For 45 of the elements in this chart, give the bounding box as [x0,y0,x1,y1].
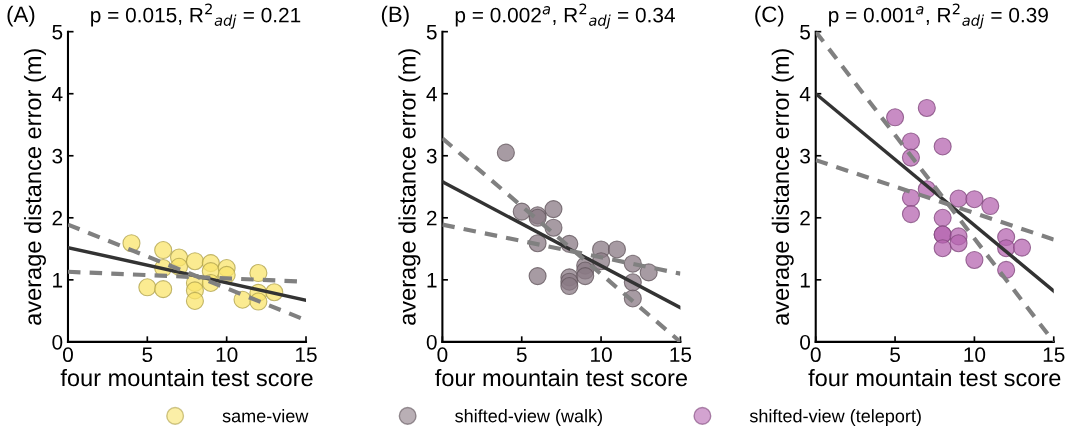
x-tick-label: 5 [516,347,527,363]
y-axis-title: average distance error (m) [771,49,794,325]
y-tick-label: 4 [52,86,63,102]
y-tick-label: 2 [800,210,810,226]
x-tick-label: 10 [964,347,986,363]
x-axis-title: four mountain test score [435,368,688,387]
y-tick-label: 3 [52,148,63,164]
x-tick-label: 0 [437,347,448,363]
y-tick-label: 1 [427,273,437,288]
x-axis-title: four mountain test score [808,368,1061,387]
legend-label: same-view [222,409,309,423]
x-tick-label: 5 [142,347,153,363]
text: shifted-view (walk) [455,409,602,426]
y-axis-title: average distance error (m) [23,49,46,325]
x-tick-label: 0 [63,347,73,363]
x-tick-label: 10 [216,347,238,363]
y-tick-label: 5 [800,24,810,40]
y-axis-title: average distance error (m) [398,49,421,325]
y-tick-label: 4 [799,86,811,102]
y-tick-label: 1 [800,273,810,288]
y-tick-label: 4 [426,86,437,102]
chart-subtitle: p = 0.001$^{a}$, R$^{2}$$_{adj}$ = 0.39 [829,3,1048,29]
y-tick-label: 2 [52,210,63,226]
y-tick-label: 0 [426,334,437,350]
legend-label: shifted-view (teleport) [749,409,921,426]
y-tick-label: 0 [52,334,63,350]
y-tick-label: 0 [800,334,811,350]
chart-subtitle: p = 0.002$^{a}$, R$^{2}$$_{adj}$ = 0.34 [455,3,675,29]
y-tick-label: 3 [426,148,437,164]
y-tick-label: 1 [53,273,63,288]
chart-title: (C) [755,5,784,27]
y-tick-label: 5 [426,24,437,40]
y-tick-label: 2 [426,210,437,226]
x-tick-label: 15 [1043,347,1065,363]
x-tick-label: 15 [296,347,317,363]
x-tick-label: 0 [810,347,821,363]
chart-title: (A) [7,5,35,27]
x-tick-label: 15 [670,347,692,363]
chart-title: (B) [381,5,409,27]
chart-subtitle: p = 0.015, R$^{2}$$_{adj}$ = 0.21 [91,3,301,29]
x-tick-label: 10 [591,347,612,363]
x-axis-title: four mountain test score [60,368,313,387]
y-tick-label: 5 [52,24,63,40]
y-tick-label: 3 [800,148,810,164]
x-tick-label: 5 [890,347,900,363]
